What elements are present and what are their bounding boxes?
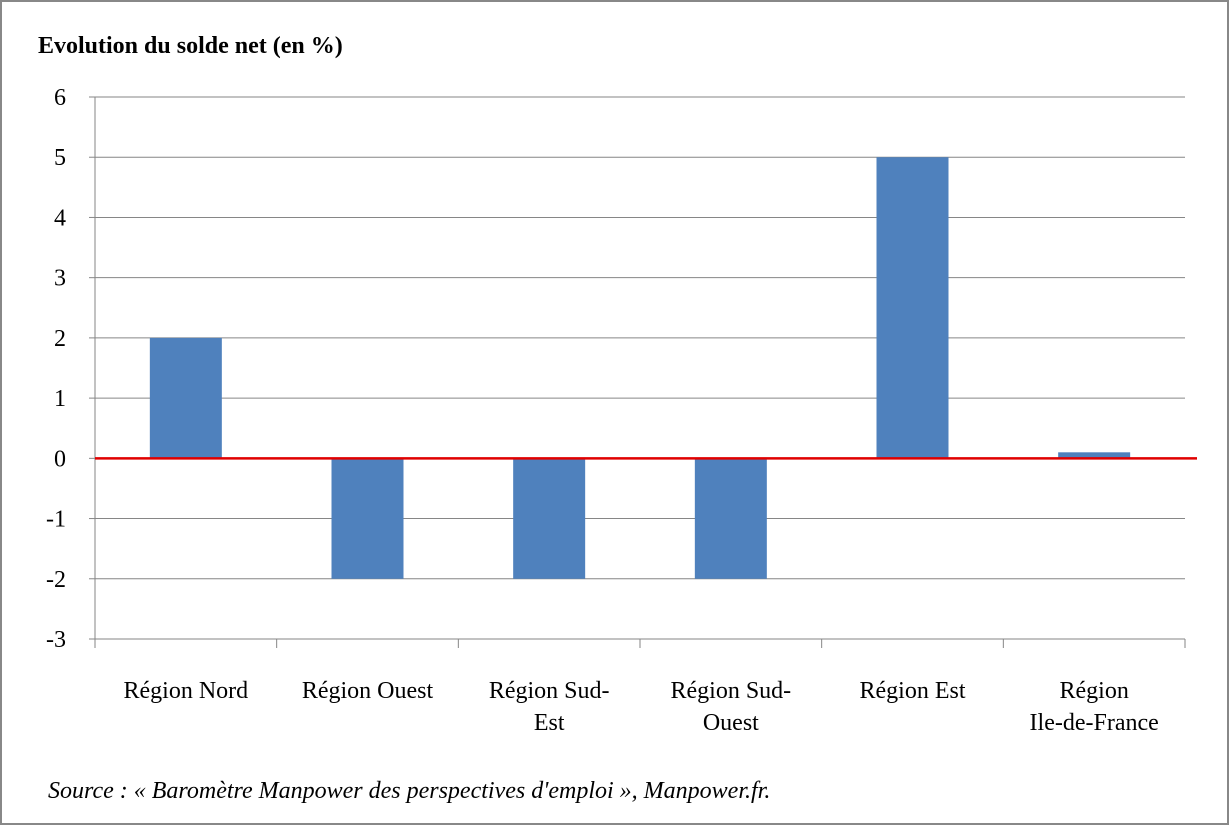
x-tick-label: Région Ouest [302, 678, 434, 704]
source-note: Source : « Baromètre Manpower des perspe… [48, 778, 770, 804]
bar [876, 157, 949, 459]
bar [149, 337, 222, 459]
bar [331, 458, 404, 579]
chart-title: Evolution du solde net (en %) [38, 33, 343, 59]
y-tick-label: 0 [54, 446, 66, 472]
y-tick-label: 6 [54, 85, 66, 111]
bar [513, 458, 586, 579]
x-tick-label: Région Ile-de-France [1030, 678, 1159, 736]
y-tick-label: 2 [54, 326, 66, 352]
y-tick-label: -3 [46, 627, 66, 653]
y-tick-label: 4 [54, 205, 66, 231]
y-tick-label: 5 [54, 145, 66, 171]
y-tick-label: 1 [54, 386, 66, 412]
y-tick-label: 3 [54, 266, 66, 292]
x-tick-label: Région Sud-Ouest [670, 678, 791, 736]
bar [694, 458, 767, 579]
x-tick-label: Région Est [860, 678, 966, 704]
bar [1058, 452, 1131, 459]
y-tick-label: -1 [46, 507, 66, 533]
y-tick-label: -2 [46, 567, 66, 593]
x-tick-label: Région Nord [124, 678, 249, 704]
x-tick-label: Région Sud-Est [489, 678, 610, 736]
